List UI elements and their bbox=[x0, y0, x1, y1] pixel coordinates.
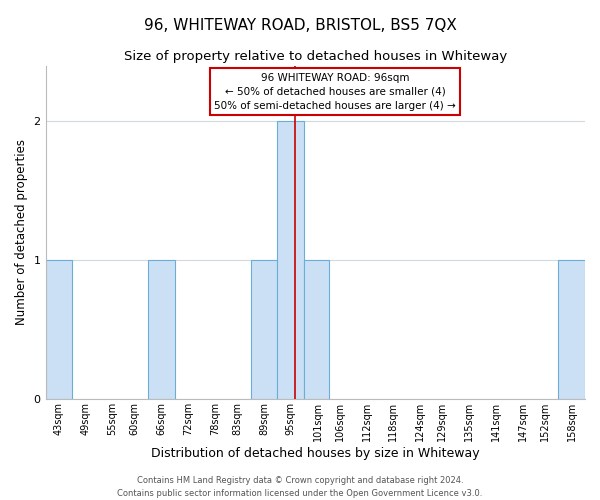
Text: Contains HM Land Registry data © Crown copyright and database right 2024.
Contai: Contains HM Land Registry data © Crown c… bbox=[118, 476, 482, 498]
Text: 96 WHITEWAY ROAD: 96sqm
← 50% of detached houses are smaller (4)
50% of semi-det: 96 WHITEWAY ROAD: 96sqm ← 50% of detache… bbox=[214, 72, 456, 110]
Bar bbox=[304, 260, 329, 400]
Title: Size of property relative to detached houses in Whiteway: Size of property relative to detached ho… bbox=[124, 50, 507, 63]
Text: 96, WHITEWAY ROAD, BRISTOL, BS5 7QX: 96, WHITEWAY ROAD, BRISTOL, BS5 7QX bbox=[143, 18, 457, 32]
Bar bbox=[251, 260, 277, 400]
Bar bbox=[558, 260, 585, 400]
X-axis label: Distribution of detached houses by size in Whiteway: Distribution of detached houses by size … bbox=[151, 447, 479, 460]
Bar bbox=[46, 260, 72, 400]
Y-axis label: Number of detached properties: Number of detached properties bbox=[15, 140, 28, 326]
Bar bbox=[148, 260, 175, 400]
Bar bbox=[277, 121, 304, 400]
